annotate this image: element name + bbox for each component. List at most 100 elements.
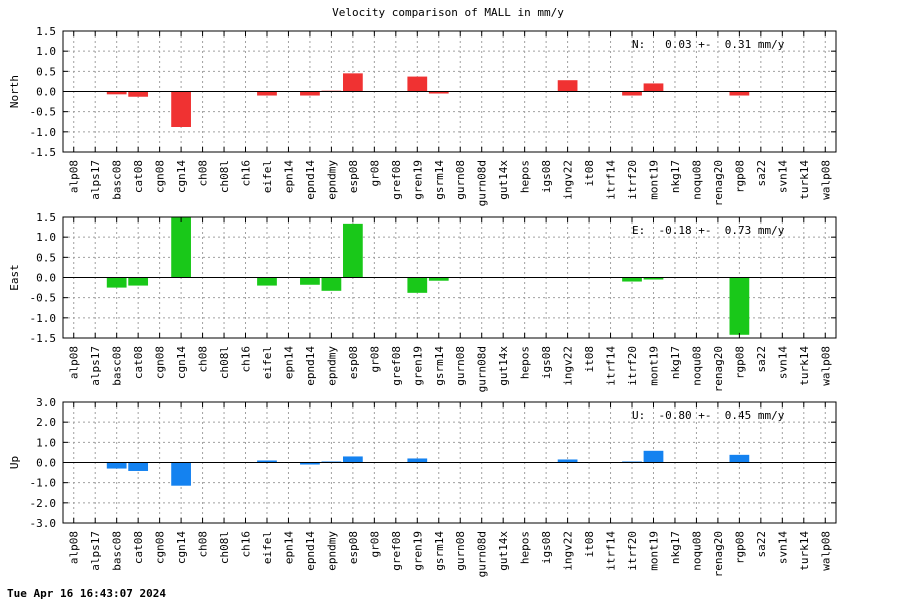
x-tick-label-gsrm14: gsrm14: [433, 346, 446, 386]
x-tick-label-ch08: ch08: [197, 160, 210, 187]
bar-epnd14: [300, 91, 320, 96]
bar-epnd14: [300, 277, 320, 285]
bar-itrf20: [622, 277, 642, 282]
bar-cat08: [128, 462, 149, 471]
x-tick-label-ch16: ch16: [240, 346, 253, 373]
summary-annotation: U: -0.80 +- 0.45 mm/y: [632, 409, 785, 422]
x-tick-label-gref08: gref08: [390, 531, 403, 571]
x-tick-label-alps17: alps17: [89, 531, 102, 571]
x-tick-label-sa22: sa22: [755, 531, 768, 558]
bar-rgp08: [729, 454, 750, 463]
panel-east: -1.5 -1.0 -0.5 0.0 0.5 1.0 1.5 alp08 alps17 basc0…: [8, 211, 837, 392]
x-tick-label-alp08: alp08: [68, 531, 81, 564]
bar-gren19: [407, 76, 428, 92]
bar-cgn14: [171, 91, 191, 127]
x-tick-label-ch16: ch16: [240, 160, 253, 187]
x-tick-label-turk14: turk14: [798, 531, 811, 571]
x-tick-label-hepos: hepos: [519, 160, 532, 193]
chart-panels: -1.5 -1.0 -0.5 0.0 0.5 1.0 1.5 alp08 alps17 basc0…: [8, 25, 837, 577]
x-tick-label-noqu08: noqu08: [690, 531, 703, 571]
x-tick-label-itrf20: itrf20: [626, 346, 639, 386]
x-tick-label-turk14: turk14: [798, 160, 811, 200]
bar-epnd14: [300, 462, 320, 465]
x-tick-label-cgn08: cgn08: [154, 160, 167, 193]
x-tick-label-basc08: basc08: [111, 160, 124, 200]
x-tick-label-alp08: alp08: [68, 160, 81, 193]
x-tick-label-igs08: igs08: [540, 346, 553, 379]
y-tick-label: 2.0: [36, 416, 56, 429]
y-tick-label: 3.0: [36, 396, 56, 409]
x-tick-label-alps17: alps17: [89, 346, 102, 386]
x-tick-label-gr08: gr08: [368, 531, 381, 558]
y-tick-label: 1.0: [36, 436, 56, 449]
x-tick-label-gren19: gren19: [411, 160, 424, 200]
x-tick-label-nkg17: nkg17: [669, 531, 682, 564]
x-tick-label-it08: it08: [583, 346, 596, 373]
x-tick-label-sa22: sa22: [755, 346, 768, 373]
x-tick-label-esp08: esp08: [347, 346, 360, 379]
x-tick-label-epnd14: epnd14: [304, 160, 317, 200]
x-tick-label-basc08: basc08: [111, 346, 124, 386]
x-tick-label-itrf14: itrf14: [605, 160, 618, 200]
y-tick-label: -1.5: [30, 146, 57, 159]
x-tick-label-gurn08d: gurn08d: [476, 160, 489, 206]
bar-eifel: [257, 91, 277, 96]
y-tick-label: -1.0: [30, 312, 57, 325]
x-tick-label-turk14: turk14: [798, 346, 811, 386]
x-tick-label-itrf20: itrf20: [626, 531, 639, 571]
x-tick-label-ingv22: ingv22: [562, 346, 575, 386]
x-tick-label-epn14: epn14: [282, 531, 295, 564]
x-tick-label-mont19: mont19: [647, 160, 660, 200]
bars: [106, 73, 750, 127]
x-tick-label-ch08: ch08: [197, 346, 210, 373]
x-tick-label-ingv22: ingv22: [562, 531, 575, 571]
x-tick-label-renag20: renag20: [712, 346, 725, 392]
x-tick-label-walp08: walp08: [819, 346, 832, 386]
y-tick-label: 1.0: [36, 45, 56, 58]
x-tick-label-cgn08: cgn08: [154, 346, 167, 379]
bar-ingv22: [557, 459, 578, 463]
x-tick-label-svn14: svn14: [776, 346, 789, 379]
bar-gren19: [407, 458, 428, 463]
panel-north: -1.5 -1.0 -0.5 0.0 0.5 1.0 1.5 alp08 alps17 basc0…: [8, 25, 837, 206]
bars: [106, 450, 750, 486]
x-tick-label-ch16: ch16: [240, 531, 253, 558]
x-tick-label-rgp08: rgp08: [733, 531, 746, 564]
x-tick-label-epn14: epn14: [282, 346, 295, 379]
chart-title: Velocity comparison of MALL in mm/y: [332, 6, 564, 19]
bar-epndmy: [321, 277, 342, 291]
x-tick-label-walp08: walp08: [819, 160, 832, 200]
x-tick-label-gut14x: gut14x: [497, 160, 510, 200]
bar-mont19: [643, 277, 664, 280]
y-tick-label: -1.5: [30, 332, 57, 345]
bar-ingv22: [557, 80, 578, 92]
y-tick-label: 0.0: [36, 272, 56, 285]
x-tick-label-gut14x: gut14x: [497, 346, 510, 386]
x-tick-label-cat08: cat08: [132, 160, 145, 193]
x-tick-label-gsrm14: gsrm14: [433, 531, 446, 571]
y-tick-label: 0.5: [36, 251, 56, 264]
x-tick-label-cgn14: cgn14: [175, 346, 188, 379]
y-tick-label: -3.0: [30, 517, 57, 530]
y-tick-label: 1.5: [36, 25, 56, 38]
x-tick-label-mont19: mont19: [647, 346, 660, 386]
bar-mont19: [643, 83, 664, 92]
y-tick-label: -1.0: [30, 126, 57, 139]
bar-eifel: [257, 460, 277, 463]
x-tick-label-epnd14: epnd14: [304, 346, 317, 386]
bar-itrf20: [622, 461, 642, 463]
x-tick-label-rgp08: rgp08: [733, 160, 746, 193]
x-tick-label-epn14: epn14: [282, 160, 295, 193]
x-tick-label-epnd14: epnd14: [304, 531, 317, 571]
y-axis-label: Up: [8, 456, 21, 469]
y-tick-label: -0.5: [30, 106, 57, 119]
bar-esp08: [342, 456, 363, 463]
bar-basc08: [106, 91, 127, 95]
x-tick-label-cgn14: cgn14: [175, 531, 188, 564]
x-tick-label-ch08: ch08: [197, 531, 210, 558]
y-axis-label: East: [8, 264, 21, 291]
y-axis-label: North: [8, 75, 21, 108]
x-tick-label-sa22: sa22: [755, 160, 768, 187]
x-tick-label-gr08: gr08: [368, 346, 381, 373]
